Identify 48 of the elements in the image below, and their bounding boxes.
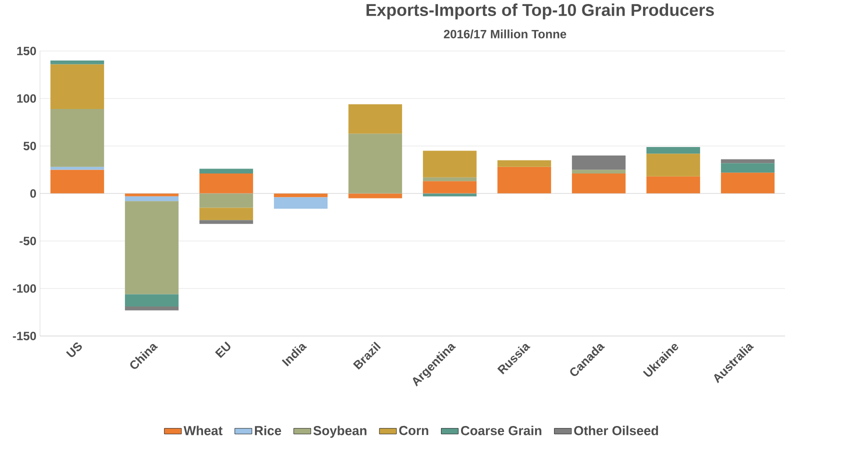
bar xyxy=(199,194,254,208)
chart-subtitle: 2016/17 Million Tonne xyxy=(444,30,566,38)
bar xyxy=(422,181,477,194)
bar xyxy=(422,150,477,178)
bar xyxy=(274,194,328,198)
y-tick-label: 0 xyxy=(30,189,36,198)
bar xyxy=(720,172,775,194)
bar xyxy=(199,168,254,174)
legend-label: Coarse Grain xyxy=(461,426,542,436)
x-tick-label: EU xyxy=(215,342,230,358)
legend-label: Rice xyxy=(254,426,282,436)
bar xyxy=(720,159,775,164)
bar xyxy=(572,170,626,174)
bar xyxy=(348,134,402,194)
y-tick-label: -150 xyxy=(12,332,36,340)
bar xyxy=(646,154,700,176)
bar xyxy=(124,201,179,294)
bar xyxy=(50,108,104,167)
y-tick-label: 50 xyxy=(24,142,36,150)
legend-label: Other Oilseed xyxy=(574,426,658,436)
bar xyxy=(199,174,254,194)
bar xyxy=(274,197,328,209)
bar xyxy=(124,306,179,310)
y-tick-label: 150 xyxy=(17,46,36,56)
bar xyxy=(572,174,626,194)
chart-title: Exports-Imports of Top-10 Grain Producers xyxy=(366,4,714,20)
legend-label: Corn xyxy=(399,426,428,436)
bar xyxy=(199,208,254,220)
bar xyxy=(50,170,104,194)
legend-label: Wheat xyxy=(184,426,222,436)
bar xyxy=(646,176,700,194)
y-tick-label: -100 xyxy=(12,284,36,293)
bar xyxy=(124,294,179,307)
bar xyxy=(572,156,626,170)
bar xyxy=(422,177,477,182)
bar xyxy=(646,146,700,154)
bar xyxy=(348,104,402,134)
y-tick-label: -50 xyxy=(20,236,36,246)
bar xyxy=(50,60,104,64)
x-tick-label: US xyxy=(66,342,82,358)
bar xyxy=(720,163,775,173)
legend-label: Soybean xyxy=(313,426,366,438)
bar xyxy=(50,64,104,109)
y-tick-label: 100 xyxy=(17,94,36,103)
bar xyxy=(497,160,552,167)
bar xyxy=(199,220,254,224)
bar xyxy=(497,166,552,194)
bar xyxy=(124,196,179,202)
